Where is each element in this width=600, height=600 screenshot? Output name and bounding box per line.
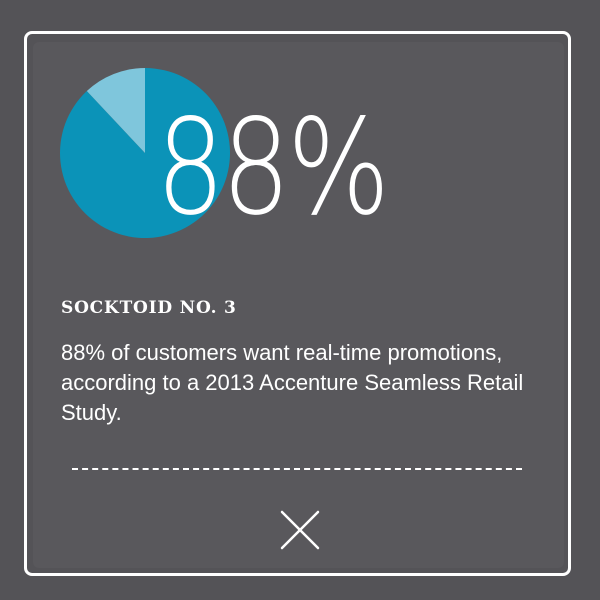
card-frame	[24, 31, 571, 576]
dashed-divider	[72, 468, 522, 470]
pie-svg	[60, 68, 230, 238]
pie-slice-remainder	[86, 68, 145, 153]
pie-chart	[60, 68, 230, 238]
close-button[interactable]	[276, 506, 324, 554]
big-stat-value: 88%	[156, 91, 390, 245]
socktoid-body: 88% of customers want real-time promotio…	[61, 340, 524, 425]
close-icon	[280, 510, 320, 550]
pie-slice-primary	[60, 68, 230, 238]
socktoid-kicker: SOCKTOID NO. 3	[61, 298, 237, 318]
